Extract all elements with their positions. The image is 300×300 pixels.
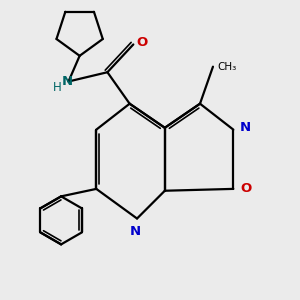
Text: O: O — [240, 182, 251, 195]
Text: N: N — [61, 75, 72, 88]
Text: N: N — [240, 122, 251, 134]
Text: H: H — [52, 81, 61, 94]
Text: O: O — [137, 36, 148, 49]
Text: CH₃: CH₃ — [217, 62, 236, 72]
Text: N: N — [130, 224, 141, 238]
